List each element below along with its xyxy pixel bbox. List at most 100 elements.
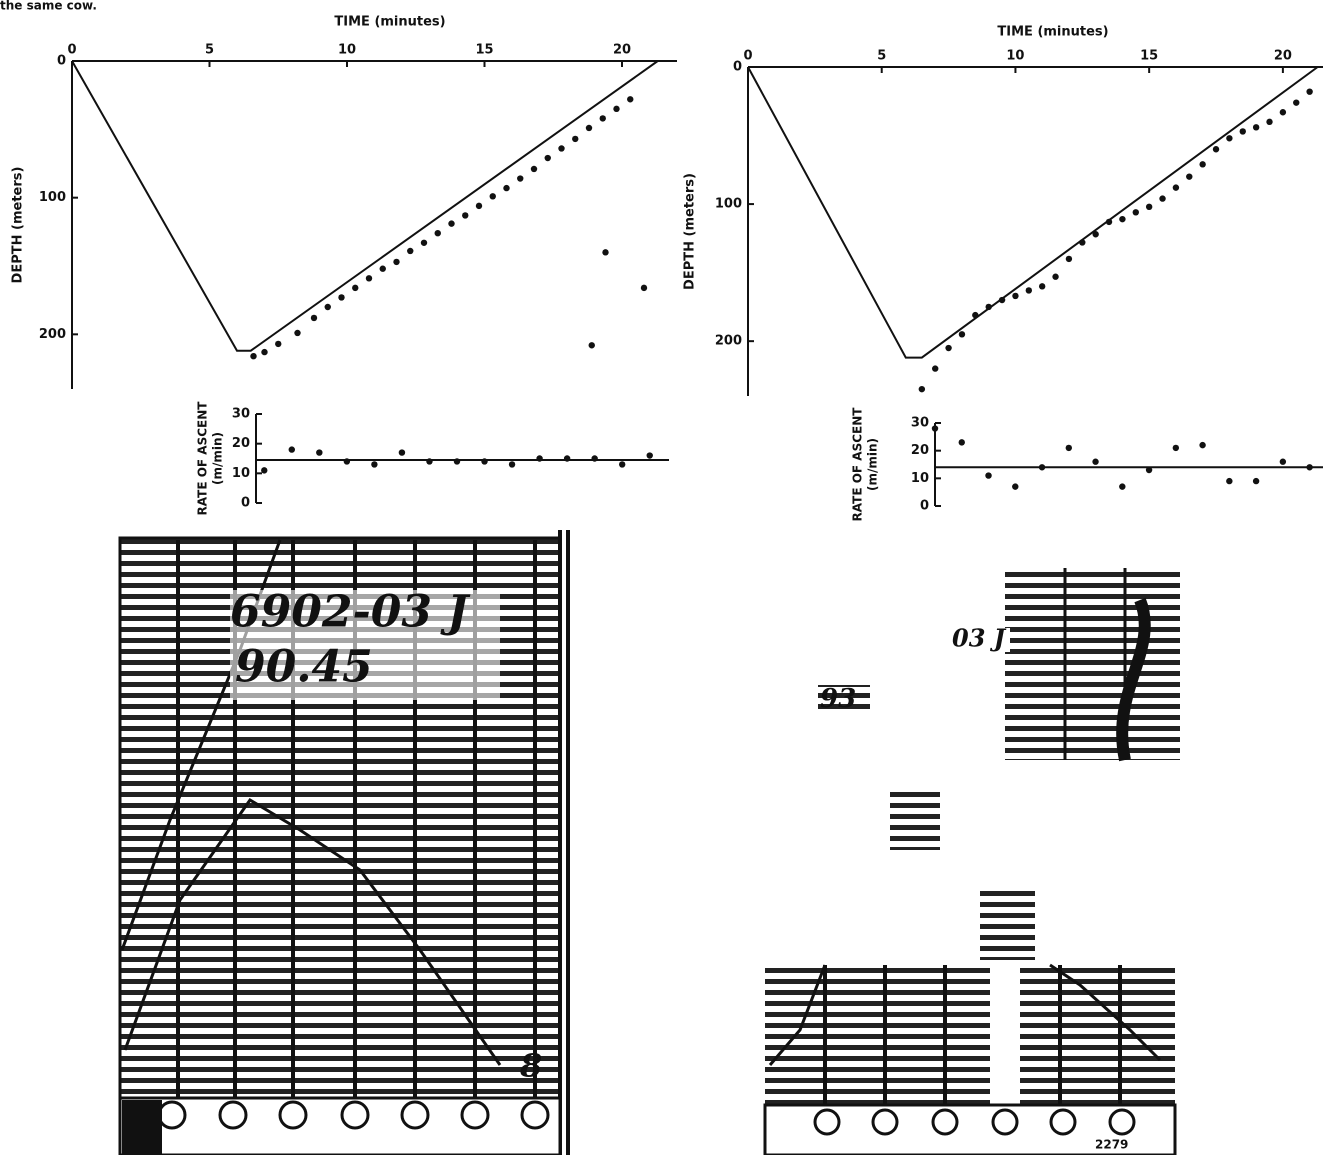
data-point [261,348,268,356]
y-axis-title: RATE OF ASCENT [851,407,865,522]
data-point [918,385,926,393]
data-point [530,165,538,173]
data-point [572,135,579,143]
record-label: 90.45 [235,642,373,693]
data-point [517,175,524,182]
data-point [646,452,653,459]
y-axis-title: RATE OF ASCENT [196,401,210,516]
page-fragment: the same cow. [0,0,97,13]
data-point [1252,124,1260,131]
data-point [324,303,331,311]
data-point [1266,118,1273,126]
data-point [338,294,345,301]
x-tick-label: 20 [613,43,631,58]
x-tick-label: 10 [338,43,356,58]
data-point [434,230,441,237]
data-point [448,220,455,227]
data-point [379,265,386,272]
y-tick-label: 10 [232,466,250,481]
data-point [1306,464,1313,471]
data-point [1199,161,1206,168]
record-label: 2279 [1095,1138,1128,1152]
data-point [588,342,595,349]
data-point [1239,128,1246,135]
x-axis-title: TIME (minutes) [997,25,1108,40]
data-point [958,331,966,338]
x-tick-label: 10 [1006,49,1024,64]
data-point [931,425,939,432]
y-tick-label: 30 [911,416,929,431]
data-point [1092,231,1099,238]
y-axis-title: (m/min) [211,432,225,485]
data-point [985,472,992,479]
data-point [1105,218,1113,226]
data-point [352,284,359,292]
x-tick-label: 5 [205,43,214,58]
record-label: 03 J [952,624,1007,653]
y-tick-label: 100 [39,190,66,205]
data-point [275,340,282,348]
data-point [261,467,268,474]
data-point [558,145,565,152]
data-point [294,329,301,337]
data-point [371,461,378,468]
data-point [998,296,1006,304]
data-point [1226,477,1233,485]
x-tick-label: 0 [743,49,752,64]
data-point [1079,239,1086,246]
x-tick-label: 0 [67,43,76,58]
data-point [536,455,543,462]
data-point [1212,146,1220,153]
data-point [1159,195,1166,202]
data-point [1279,109,1287,116]
data-point [591,455,598,462]
y-tick-label: 0 [241,496,250,511]
data-point [462,212,469,219]
data-point [613,105,620,113]
data-point [585,124,593,132]
y-axis-title: DEPTH (meters) [683,173,698,290]
data-point [1092,458,1099,465]
y-tick-label: 200 [39,327,66,342]
x-tick-label: 5 [877,49,886,64]
data-point [1226,135,1233,142]
data-point [343,458,351,465]
data-point [1065,255,1073,263]
data-point [602,249,609,256]
x-tick-label: 15 [1140,49,1158,64]
record-label: 6902-03 J [230,587,471,638]
data-point [1119,483,1126,490]
data-point [393,258,400,266]
data-point [1306,88,1313,95]
data-point [1279,458,1287,465]
x-axis-title: TIME (minutes) [334,15,445,30]
data-point [1119,215,1126,223]
data-point [1252,477,1260,485]
y-tick-label: 0 [57,54,66,69]
data-point [365,275,373,282]
data-point [563,455,571,462]
data-point [1293,99,1300,106]
data-point [1132,209,1139,216]
y-axis-title: (m/min) [866,438,880,491]
data-point [618,461,626,468]
data-point [1145,466,1153,474]
x-tick-label: 20 [1274,49,1292,64]
y-tick-label: 200 [715,334,742,349]
data-point [310,314,318,322]
left-record: 6902-03 J 90.45 8 [118,530,570,1155]
data-point [453,458,461,465]
data-point [475,202,483,210]
data-point [398,449,406,456]
y-tick-label: 100 [715,197,742,212]
data-point [1199,441,1206,449]
data-point [945,344,952,352]
data-point [599,115,606,122]
data-point [544,154,551,162]
data-point [1065,444,1072,452]
data-point [972,311,979,319]
y-tick-label: 20 [911,443,929,458]
data-point [1012,483,1019,490]
data-point [932,365,939,372]
